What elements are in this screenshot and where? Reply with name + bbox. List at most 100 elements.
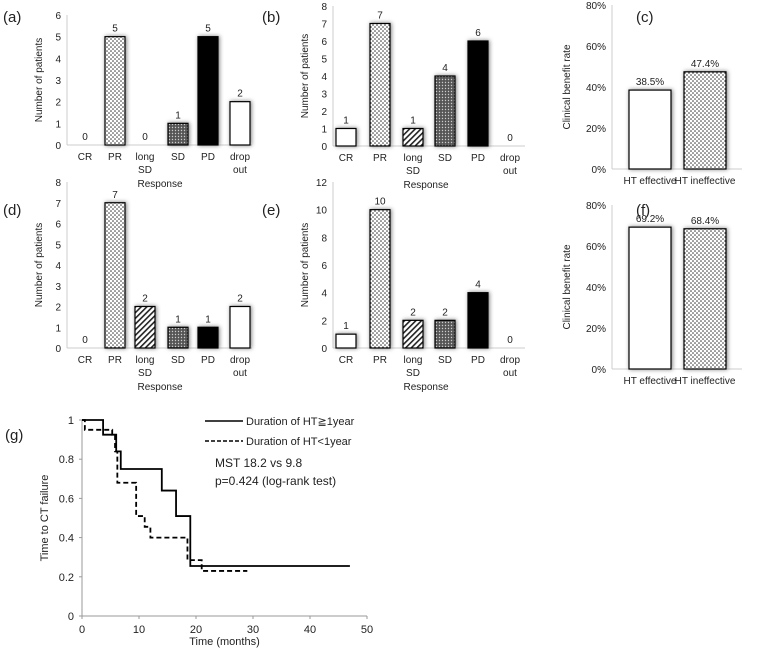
legend-label: Duration of HT<1year — [246, 436, 352, 448]
bar-pr — [369, 22, 391, 147]
x-tick-label: PR — [108, 152, 122, 163]
bar-cr — [335, 127, 357, 147]
y-tick-label: 0% — [592, 165, 607, 176]
y-tick-label: 5 — [55, 240, 61, 251]
y-tick-label: 4 — [55, 54, 61, 65]
x-tick-label: 0 — [79, 624, 85, 636]
y-tick-label: 0.8 — [59, 454, 74, 466]
y-tick-label: 12 — [316, 178, 328, 189]
x-tick-label: 20 — [190, 624, 202, 636]
y-tick-label: 0.2 — [59, 572, 74, 584]
y-tick-label: 3 — [55, 76, 61, 87]
bar-pd — [467, 292, 489, 349]
data-label: 6 — [475, 28, 481, 39]
bar-pr — [104, 36, 126, 146]
x-tick-label: SD — [438, 153, 452, 164]
y-tick-label: 4 — [321, 289, 327, 300]
bar-pd — [197, 326, 219, 349]
bar-ht-ineffective — [683, 228, 727, 370]
y-tick-label: 0 — [321, 142, 327, 153]
km-curve-solid — [82, 419, 350, 567]
x-tick-label: SD — [171, 152, 185, 163]
y-tick-label: 0 — [321, 344, 327, 355]
x-tick-label: PD — [471, 355, 485, 366]
panel-label: (c) — [636, 9, 654, 26]
annotation-mst: MST 18.2 vs 9.8 — [215, 456, 302, 470]
y-tick-label: 7 — [55, 199, 61, 210]
y-axis-title: Number of patients — [34, 223, 45, 308]
y-axis-title: Clinical benefit rate — [562, 44, 573, 129]
y-tick-label: 80% — [586, 201, 606, 212]
y-tick-label: 80% — [586, 1, 606, 12]
data-label: 2 — [237, 294, 243, 305]
y-tick-label: 8 — [321, 233, 327, 244]
bar-sd — [434, 319, 456, 349]
y-tick-label: 0.4 — [59, 533, 74, 545]
x-tick-label: HT effective — [624, 376, 677, 387]
bar-pd — [197, 36, 219, 146]
x-tick-label: long SD — [136, 152, 155, 176]
data-label: 7 — [112, 190, 118, 201]
bar-sd — [167, 326, 189, 349]
y-tick-label: 8 — [55, 178, 61, 189]
y-tick-label: 3 — [55, 282, 61, 293]
x-axis-title: Response — [403, 382, 448, 393]
x-axis-title: Response — [403, 180, 448, 191]
data-label: 0 — [507, 335, 513, 346]
x-tick-label: PR — [373, 355, 387, 366]
data-label: 1 — [205, 314, 211, 325]
data-label: 2 — [142, 294, 148, 305]
y-tick-label: 40% — [586, 283, 606, 294]
y-tick-label: 0% — [592, 365, 607, 376]
x-tick-label: PD — [201, 152, 215, 163]
bar-sd — [434, 75, 456, 147]
y-axis-title: Number of patients — [300, 34, 311, 119]
x-axis-title: Response — [137, 179, 182, 190]
y-tick-label: 7 — [321, 20, 327, 31]
x-tick-label: PR — [108, 355, 122, 366]
x-tick-label: HT ineffective — [675, 176, 736, 187]
y-tick-label: 4 — [321, 72, 327, 83]
data-label: 5 — [112, 24, 118, 35]
data-label: 1 — [175, 110, 181, 121]
data-label: 5 — [205, 24, 211, 35]
data-label: 1 — [343, 321, 349, 332]
bar-sd — [167, 122, 189, 146]
data-label: 68.4% — [691, 216, 719, 227]
x-tick-label: drop out — [230, 355, 250, 379]
data-label: 4 — [475, 280, 481, 291]
data-label: 1 — [343, 116, 349, 127]
y-tick-label: 2 — [321, 107, 327, 118]
y-tick-label: 60% — [586, 42, 606, 53]
x-tick-label: 40 — [304, 624, 316, 636]
y-axis-title: Number of patients — [34, 38, 45, 123]
y-tick-label: 2 — [55, 98, 61, 109]
x-tick-label: CR — [78, 355, 92, 366]
y-tick-label: 0.6 — [59, 493, 74, 505]
x-tick-label: HT ineffective — [675, 376, 736, 387]
bar-long-sd — [402, 319, 424, 349]
data-label: 0 — [142, 132, 148, 143]
data-label: 7 — [377, 11, 383, 22]
data-label: 2 — [410, 307, 416, 318]
bar-pd — [467, 40, 489, 147]
data-label: 0 — [82, 335, 88, 346]
y-tick-label: 5 — [55, 33, 61, 44]
panel-label: (d) — [3, 202, 21, 219]
data-label: 2 — [237, 89, 243, 100]
data-label: 1 — [175, 314, 181, 325]
bar-ht-effective — [628, 89, 672, 170]
panel-label: (f) — [636, 202, 650, 219]
y-tick-label: 1 — [321, 125, 327, 136]
y-tick-label: 20% — [586, 124, 606, 135]
bar-pr — [104, 202, 126, 349]
y-tick-label: 1 — [55, 323, 61, 334]
x-tick-label: PR — [373, 153, 387, 164]
y-tick-label: 0 — [68, 611, 74, 623]
x-tick-label: PD — [471, 153, 485, 164]
y-tick-label: 40% — [586, 83, 606, 94]
data-label: 4 — [442, 63, 448, 74]
data-label: 38.5% — [636, 77, 664, 88]
x-tick-label: long SD — [136, 355, 155, 379]
